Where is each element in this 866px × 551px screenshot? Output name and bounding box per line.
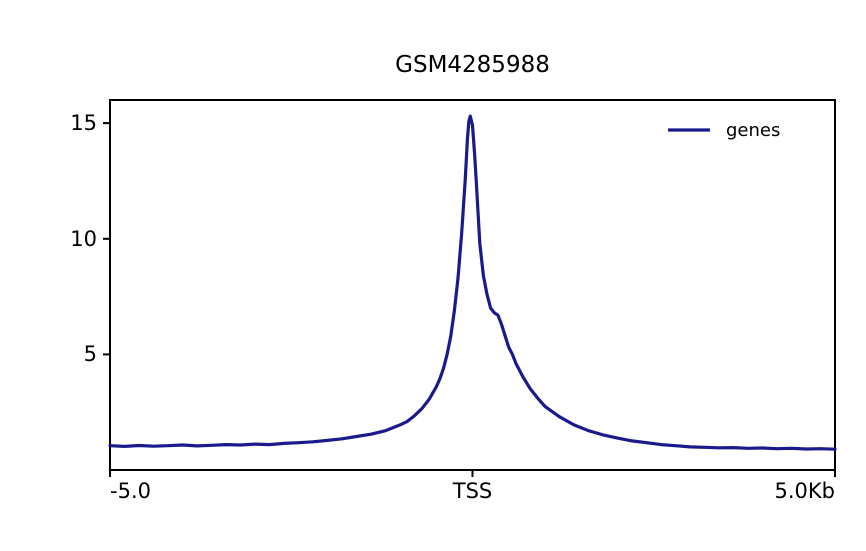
plot-border [109,99,836,471]
legend-line-swatch [668,128,710,132]
legend: genes [666,118,780,142]
x-tick-label-plus5: 5.0Kb [774,479,836,503]
x-tick-label-tss: TSS [452,479,493,503]
y-tick-label-15: 15 [70,111,97,135]
y-tick-label-5: 5 [83,342,97,366]
legend-label: genes [726,119,781,141]
chart-title: GSM4285988 [395,52,550,78]
x-tick-label-minus5: -5.0 [110,479,151,503]
genes-series-line [108,114,837,451]
y-tick-label-10: 10 [70,227,97,251]
